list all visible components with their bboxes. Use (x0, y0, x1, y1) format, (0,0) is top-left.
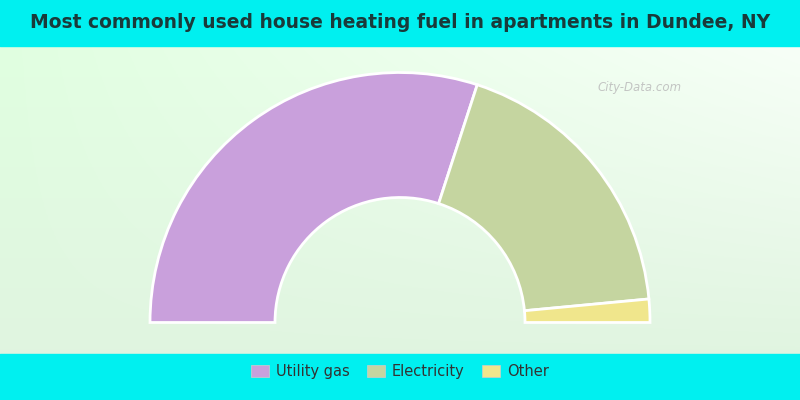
Text: Most commonly used house heating fuel in apartments in Dundee, NY: Most commonly used house heating fuel in… (30, 14, 770, 32)
Wedge shape (150, 72, 478, 322)
Wedge shape (525, 299, 650, 322)
Legend: Utility gas, Electricity, Other: Utility gas, Electricity, Other (246, 358, 554, 385)
Wedge shape (438, 85, 649, 311)
Text: City-Data.com: City-Data.com (598, 82, 682, 94)
